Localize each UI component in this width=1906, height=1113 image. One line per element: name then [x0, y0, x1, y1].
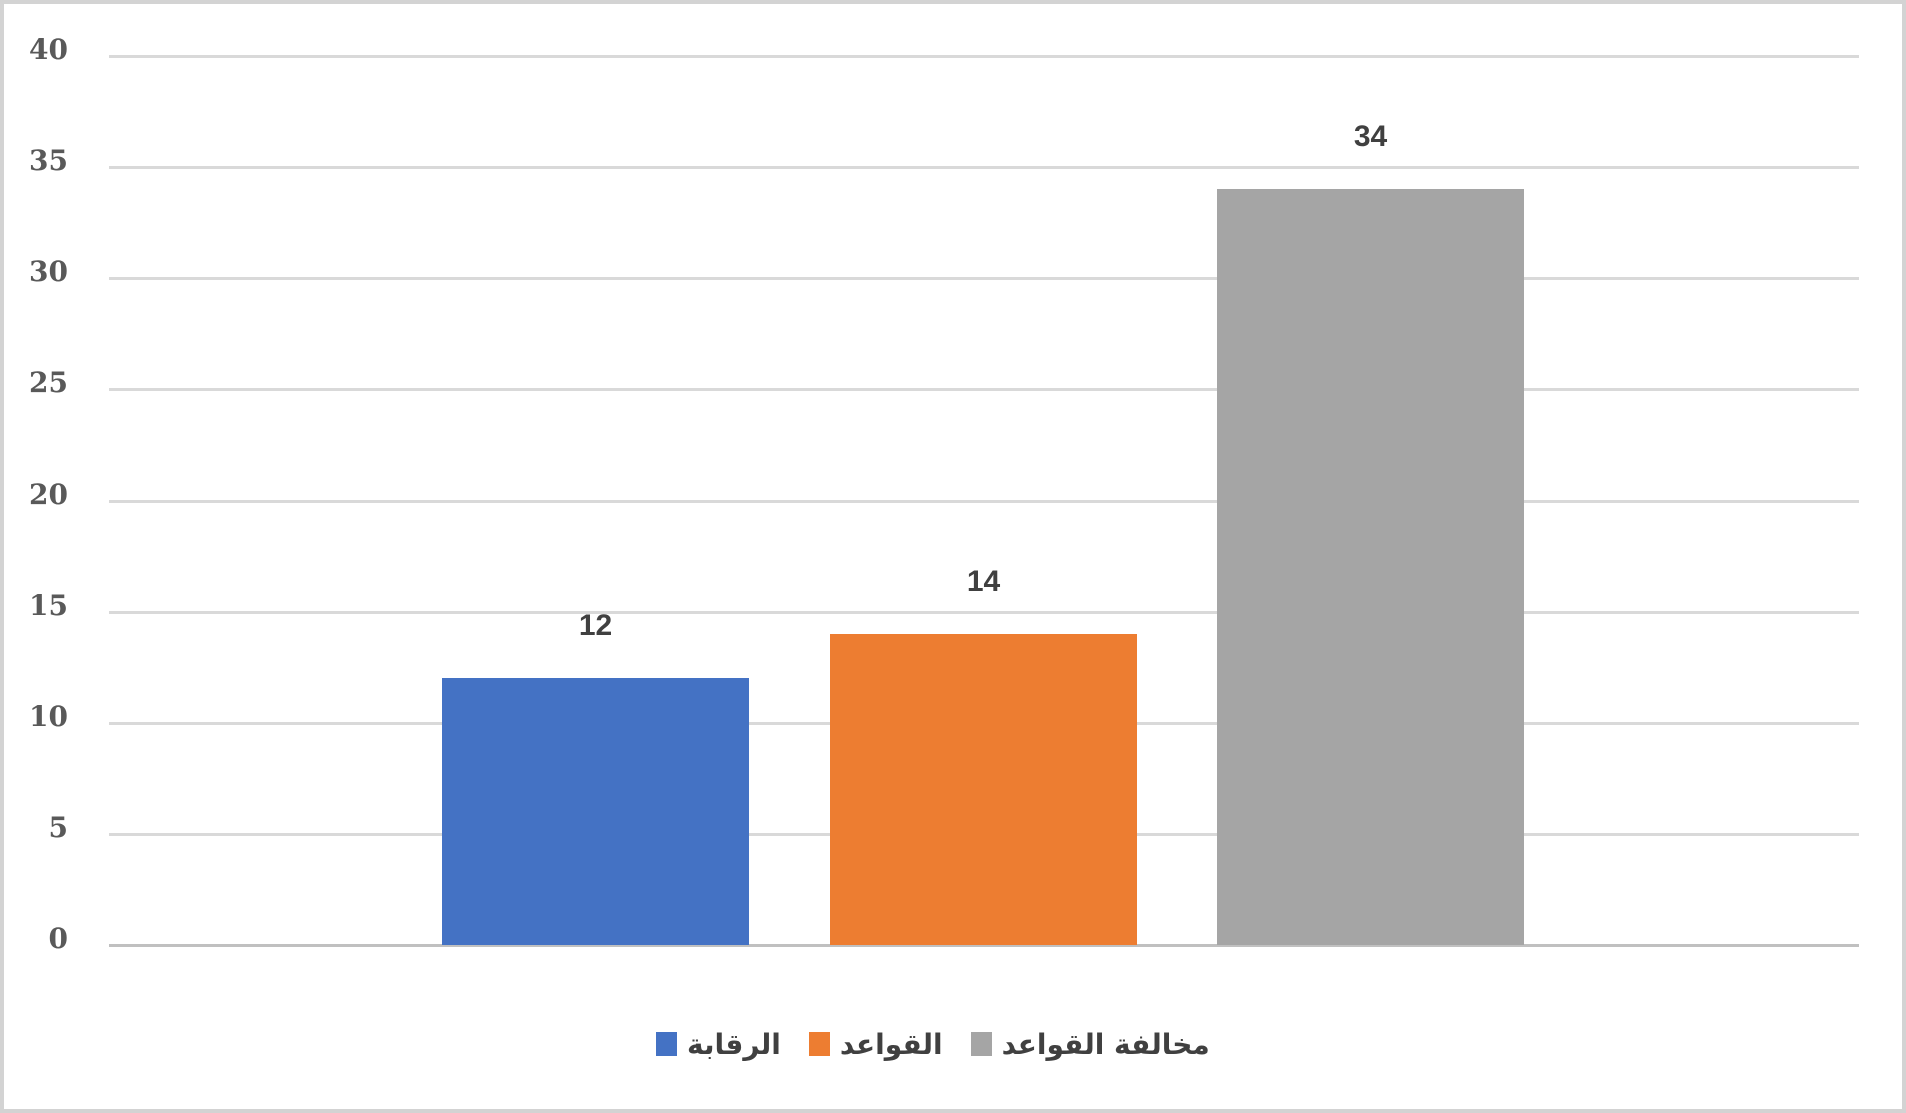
legend-item: القواعد [808, 1027, 943, 1061]
gridline [109, 277, 1859, 281]
y-axis-tick-label: 0 [48, 922, 68, 955]
bar-0 [442, 678, 749, 945]
legend-swatch-icon [656, 1032, 677, 1056]
legend-swatch-icon [970, 1032, 992, 1056]
y-axis-tick-label: 40 [29, 33, 68, 66]
y-axis-tick-label: 5 [48, 810, 68, 844]
bar-2 [1217, 189, 1524, 945]
y-axis-tick-label: 30 [29, 255, 68, 289]
bar-value-label: 14 [966, 564, 1001, 598]
gridline [109, 610, 1859, 614]
plot-area: 0 5 10 15 20 25 30 35 40 12 14 34 [4, 4, 1902, 1109]
legend-label: مخالفة القواعد [1001, 1027, 1210, 1061]
y-axis-tick-label: 15 [29, 588, 68, 622]
gridline [109, 388, 1859, 392]
y-axis-tick-label: 35 [29, 144, 68, 178]
bar-value-label: 34 [1353, 120, 1388, 154]
y-axis-tick-label: 20 [29, 477, 68, 511]
gridline [109, 499, 1859, 503]
legend: الرقابة القواعد مخالفة القواعد [656, 1022, 1210, 1066]
y-axis-tick-label: 10 [29, 699, 68, 733]
legend-item: مخالفة القواعد [970, 1027, 1210, 1061]
y-axis-tick-label: 25 [29, 366, 68, 400]
x-axis-line [109, 944, 1859, 947]
bar-value-label: 12 [578, 609, 613, 643]
legend-label: القواعد [839, 1027, 943, 1061]
legend-swatch-icon [808, 1032, 830, 1056]
gridline [109, 55, 1859, 58]
bar-1 [830, 633, 1137, 945]
legend-item: الرقابة [656, 1028, 781, 1061]
legend-label: الرقابة [687, 1027, 781, 1061]
gridline [109, 166, 1859, 170]
